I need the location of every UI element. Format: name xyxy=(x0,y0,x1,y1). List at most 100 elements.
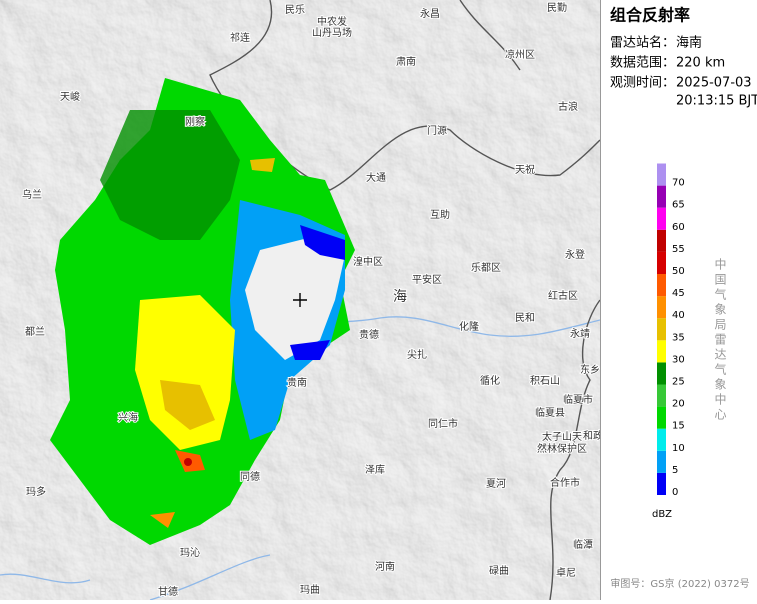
place-label: 天峻 xyxy=(60,90,80,103)
place-label: 河南 xyxy=(375,560,395,573)
place-label: 兴海 xyxy=(118,411,138,424)
legend-label: 10 xyxy=(672,443,685,454)
legend-swatch xyxy=(657,296,666,319)
place-label: 尖扎 xyxy=(407,348,427,361)
legend-swatch xyxy=(657,163,666,186)
place-label: 祁连 xyxy=(230,31,250,44)
boundaries xyxy=(209,0,600,600)
station: 海南 xyxy=(676,35,702,51)
place-label: 民乐 xyxy=(285,4,305,16)
legend-label: 40 xyxy=(672,310,685,321)
legend: 0 5 10 15 20 25 30 35 40 45 50 55 60 65 70 xyxy=(657,163,685,498)
place-label: 夏河 xyxy=(486,478,506,490)
place-label: 临夏市 xyxy=(563,393,593,406)
place-label: 大通 xyxy=(366,171,386,184)
place-label: 和政 xyxy=(583,429,603,442)
range: 220 km xyxy=(676,56,725,71)
place-label: 碌曲 xyxy=(489,565,509,577)
legend-label: 30 xyxy=(672,354,685,365)
legend-swatch xyxy=(657,229,666,252)
legend-label: 15 xyxy=(672,421,685,432)
place-label: 古浪 xyxy=(558,100,578,113)
legend-swatch xyxy=(657,185,666,208)
place-label: 贵德 xyxy=(359,328,379,341)
place-label: 临潭 xyxy=(573,538,593,551)
place-label: 乌兰 xyxy=(22,188,42,201)
place-label: 玛沁 xyxy=(180,547,200,559)
place-label: 永登 xyxy=(565,248,585,261)
legend-label: 45 xyxy=(672,288,685,299)
place-label: 民勤 xyxy=(547,1,567,14)
legend-swatch xyxy=(657,362,666,385)
place-label: 门源 xyxy=(427,124,447,137)
place-label: 永昌 xyxy=(420,7,440,20)
radar-echo xyxy=(50,78,355,545)
footer: 审图号：GS京 (2022) 0372号 xyxy=(610,577,749,590)
place-label: 都兰 xyxy=(25,325,45,338)
place-label: 平安区 xyxy=(412,273,442,286)
legend-label: 35 xyxy=(672,332,685,343)
place-label: 山丹马场 xyxy=(312,26,352,39)
place-label: 贵南 xyxy=(287,376,307,389)
place-label: 天祝 xyxy=(515,163,535,176)
legend-swatch xyxy=(657,340,666,363)
panel-title: 组合反射率 xyxy=(610,6,690,25)
place-label: 合作市 xyxy=(550,476,580,489)
credit: 中国气象局雷达气象中心 xyxy=(713,257,727,423)
legend-swatch xyxy=(657,472,666,495)
place-label: 甘德 xyxy=(158,585,178,598)
place-label: 民和 xyxy=(515,312,535,324)
legend-label: 70 xyxy=(672,178,685,189)
place-label: 乐都区 xyxy=(471,262,501,274)
legend-swatch xyxy=(657,207,666,230)
place-label: 红古区 xyxy=(548,289,578,302)
place-label: 肃南 xyxy=(396,55,416,68)
legend-swatch xyxy=(657,450,666,473)
legend-swatch xyxy=(657,318,666,341)
place-label: 临夏县 xyxy=(535,406,565,419)
date: 2025-07-03 xyxy=(676,76,752,91)
place-label: 同德 xyxy=(240,470,260,483)
place-label: 海 xyxy=(393,289,407,305)
legend-label: 65 xyxy=(672,200,685,211)
place-label: 东乡 xyxy=(580,363,600,376)
time: 20:13:15 BJT xyxy=(676,94,757,109)
legend-swatch xyxy=(657,428,666,451)
place-label: 太子山天 xyxy=(542,430,582,443)
legend-label: 25 xyxy=(672,377,685,388)
legend-label: 60 xyxy=(672,222,685,233)
place-label: 化隆 xyxy=(459,320,479,333)
legend-label: 5 xyxy=(672,465,678,476)
place-label: 刚察 xyxy=(185,115,205,128)
legend-unit: dBZ xyxy=(652,509,672,520)
legend-label: 0 xyxy=(672,487,678,498)
legend-swatch xyxy=(657,274,666,297)
place-label: 互助 xyxy=(430,208,450,221)
place-label: 积石山 xyxy=(530,375,560,387)
place-label: 然林保护区 xyxy=(537,442,587,455)
info-panel xyxy=(601,0,757,600)
place-label: 凉州区 xyxy=(505,48,535,61)
legend-swatch xyxy=(657,251,666,274)
place-label: 玛曲 xyxy=(300,584,320,596)
range-label: 数据范围： xyxy=(610,56,675,71)
place-label: 卓尼 xyxy=(556,567,576,579)
place-label: 泽库 xyxy=(365,463,385,476)
legend-swatch xyxy=(657,384,666,407)
legend-label: 55 xyxy=(672,244,685,255)
legend-label: 50 xyxy=(672,266,685,277)
radar-site xyxy=(293,293,307,307)
place-label: 同仁市 xyxy=(428,417,458,430)
place-label: 湟中区 xyxy=(353,255,383,268)
place-label: 玛多 xyxy=(26,485,46,498)
legend-swatch xyxy=(657,406,666,429)
place-label: 永靖 xyxy=(570,327,590,340)
station-label: 雷达站名： xyxy=(610,35,675,51)
place-label: 循化 xyxy=(480,374,500,387)
time-label: 观测时间： xyxy=(610,76,675,91)
place-label: 中农发 xyxy=(317,15,347,28)
legend-label: 20 xyxy=(672,399,685,410)
